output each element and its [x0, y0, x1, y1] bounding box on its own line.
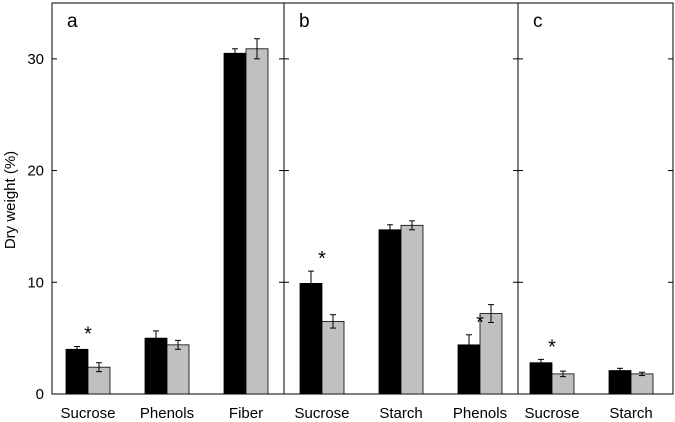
x-tick-label: Starch — [379, 405, 422, 422]
bar-a-fiber-2 — [245, 48, 269, 395]
plot-area: a * Sucrose Phenols Fiber b * Sucrose Starch * Phe… — [27, 2, 674, 422]
bar-c-starch-2 — [630, 373, 654, 395]
significance-star: * — [318, 248, 326, 270]
bar-b-starch-2 — [400, 224, 424, 395]
bar-a-fiber-1 — [223, 52, 247, 395]
y-tick-label: 30 — [27, 51, 44, 68]
x-tick-label: Fiber — [229, 405, 263, 422]
significance-star: * — [84, 324, 92, 346]
y-tick-label: 10 — [27, 274, 44, 291]
bar-b-sucrose-2 — [321, 320, 345, 395]
bar-a-phenols-1 — [144, 337, 168, 395]
panel-frame-c — [517, 2, 674, 395]
bar-c-sucrose-1 — [529, 362, 553, 395]
panel-label-b: b — [299, 11, 310, 32]
bar-c-starch-1 — [608, 370, 632, 395]
y-axis-label: Dry weight (%) — [2, 151, 19, 249]
significance-star: * — [476, 312, 484, 334]
x-tick-label: Sucrose — [60, 405, 115, 422]
bar-b-sucrose-1 — [299, 283, 323, 395]
bar-b-starch-1 — [378, 229, 402, 395]
x-tick-label: Phenols — [453, 405, 507, 422]
bar-a-sucrose-1 — [65, 348, 89, 395]
x-tick-label: Sucrose — [524, 405, 579, 422]
y-tick-label: 0 — [36, 386, 44, 403]
bar-a-phenols-2 — [166, 344, 190, 395]
x-tick-label: Starch — [609, 405, 652, 422]
panel-label-a: a — [67, 11, 78, 32]
y-tick-label: 20 — [27, 163, 44, 180]
significance-star: * — [548, 336, 556, 358]
x-tick-label: Phenols — [140, 405, 194, 422]
x-tick-label: Sucrose — [294, 405, 349, 422]
panel-label-c: c — [533, 11, 543, 32]
